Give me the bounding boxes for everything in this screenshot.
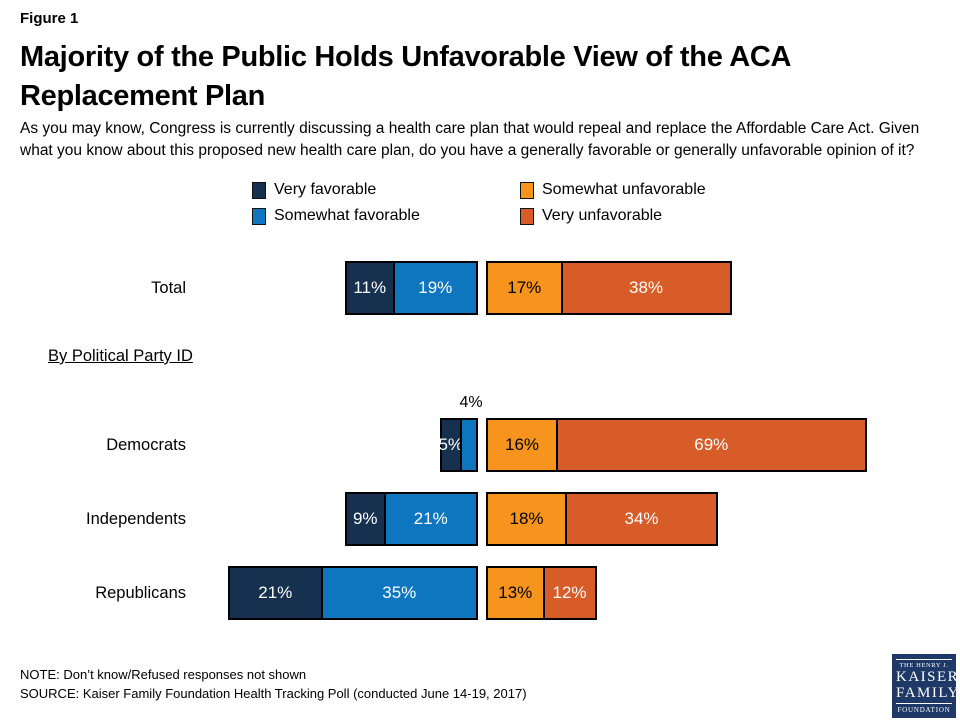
bar-group-unfavorable-independents: 18% 34% xyxy=(486,492,718,546)
bar-value-label: 69% xyxy=(694,435,729,454)
category-label-independents: Independents xyxy=(85,510,186,528)
bar-value-label: 5% xyxy=(438,435,464,454)
legend-item-very-favorable: Very favorable xyxy=(252,180,376,200)
category-label-total: Total xyxy=(151,279,186,297)
legend-swatch-somewhat-unfavorable xyxy=(520,181,534,199)
kaiser-family-foundation-logo: THE HENRY J. KAISER FAMILY FOUNDATION xyxy=(892,654,960,718)
category-label-democrats: Democrats xyxy=(106,436,186,454)
bar-value-label: 19% xyxy=(418,278,453,297)
category-label-republicans: Republicans xyxy=(95,584,186,602)
bar-segment-somewhat-favorable-republicans: 35% xyxy=(320,566,478,620)
bar-segment-somewhat-favorable-democrats xyxy=(460,418,478,472)
legend-swatch-somewhat-favorable xyxy=(252,207,266,225)
bar-group-unfavorable-total: 17% 38% xyxy=(486,261,732,315)
section-label-by-political-party-id: By Political Party ID xyxy=(48,347,193,365)
legend-swatch-very-favorable xyxy=(252,181,266,199)
bar-segment-somewhat-unfavorable-democrats: 16% xyxy=(486,418,558,472)
bar-value-label: 34% xyxy=(624,509,659,528)
page-title-line-2: Replacement Plan xyxy=(20,79,266,112)
bar-group-favorable-republicans: 21% 35% xyxy=(228,566,478,620)
bar-value-label: 21% xyxy=(258,583,293,602)
legend-item-somewhat-favorable: Somewhat favorable xyxy=(252,206,420,226)
bar-value-label: 21% xyxy=(413,509,448,528)
bar-segment-very-unfavorable-total: 38% xyxy=(560,261,732,315)
bar-segment-very-favorable-democrats: 5% xyxy=(438,418,464,472)
bar-segment-very-unfavorable-independents: 34% xyxy=(565,492,718,546)
source-text: SOURCE: Kaiser Family Foundation Health … xyxy=(20,685,527,701)
bar-segment-very-unfavorable-republicans: 12% xyxy=(542,566,597,620)
legend-label: Somewhat favorable xyxy=(274,207,420,224)
legend-label: Very unfavorable xyxy=(542,207,663,224)
note-text: NOTE: Don’t know/Refused responses not s… xyxy=(20,667,307,682)
bar-segment-very-unfavorable-democrats: 69% xyxy=(556,418,867,472)
legend-swatch-very-unfavorable xyxy=(520,207,534,225)
page-title-line-1: Majority of the Public Holds Unfavorable… xyxy=(20,41,792,73)
bar-segment-very-favorable-republicans: 21% xyxy=(228,566,323,620)
bar-segment-somewhat-unfavorable-total: 17% xyxy=(486,261,563,315)
bar-value-label: 13% xyxy=(498,583,533,602)
bar-segment-very-favorable-independents: 9% xyxy=(345,492,386,546)
legend-item-very-unfavorable: Very unfavorable xyxy=(520,206,662,226)
bar-value-label: 11% xyxy=(353,278,387,297)
bar-segment-somewhat-unfavorable-independents: 18% xyxy=(486,492,567,546)
bar-segment-very-favorable-total: 11% xyxy=(345,261,395,315)
bar-segment-somewhat-favorable-total: 19% xyxy=(392,261,478,315)
legend-item-somewhat-unfavorable: Somewhat unfavorable xyxy=(520,180,706,200)
bar-value-label: 38% xyxy=(628,278,664,297)
legend-label: Very favorable xyxy=(274,181,377,198)
bar-segment-somewhat-favorable-independents: 21% xyxy=(383,492,478,546)
footnotes: NOTE: Don’t know/Refused responses not s… xyxy=(20,666,527,704)
logo-text-foundation: FOUNDATION xyxy=(896,702,952,714)
bar-group-favorable-independents: 9% 21% xyxy=(345,492,478,546)
logo-text-the-henry-j: THE HENRY J. xyxy=(896,659,952,669)
bar-value-label: 35% xyxy=(382,583,417,602)
bar-value-label: 12% xyxy=(552,583,587,602)
bar-value-label: 9% xyxy=(352,509,378,528)
page-title: Majority of the Public Holds Unfavorable… xyxy=(20,38,920,115)
logo-text-family: FAMILY xyxy=(896,685,960,702)
bar-value-label: 18% xyxy=(509,509,544,528)
logo-text-kaiser: KAISER xyxy=(896,668,960,685)
bar-value-label: 17% xyxy=(507,278,542,297)
bar-group-unfavorable-democrats: 16% 69% xyxy=(486,418,867,472)
bar-segment-somewhat-unfavorable-republicans: 13% xyxy=(486,566,545,620)
bar-value-label: 16% xyxy=(504,435,540,454)
legend-label: Somewhat unfavorable xyxy=(542,181,706,198)
bar-group-unfavorable-republicans: 13% 12% xyxy=(486,566,597,620)
bar-annotation-somewhat-favorable-democrats: 4% xyxy=(459,394,483,411)
survey-question-text: As you may know, Congress is currently d… xyxy=(20,120,920,159)
bar-group-favorable-total: 11% 19% xyxy=(345,261,478,315)
figure-label: Figure 1 xyxy=(20,10,79,27)
bar-group-favorable-democrats: 5% xyxy=(438,418,478,472)
